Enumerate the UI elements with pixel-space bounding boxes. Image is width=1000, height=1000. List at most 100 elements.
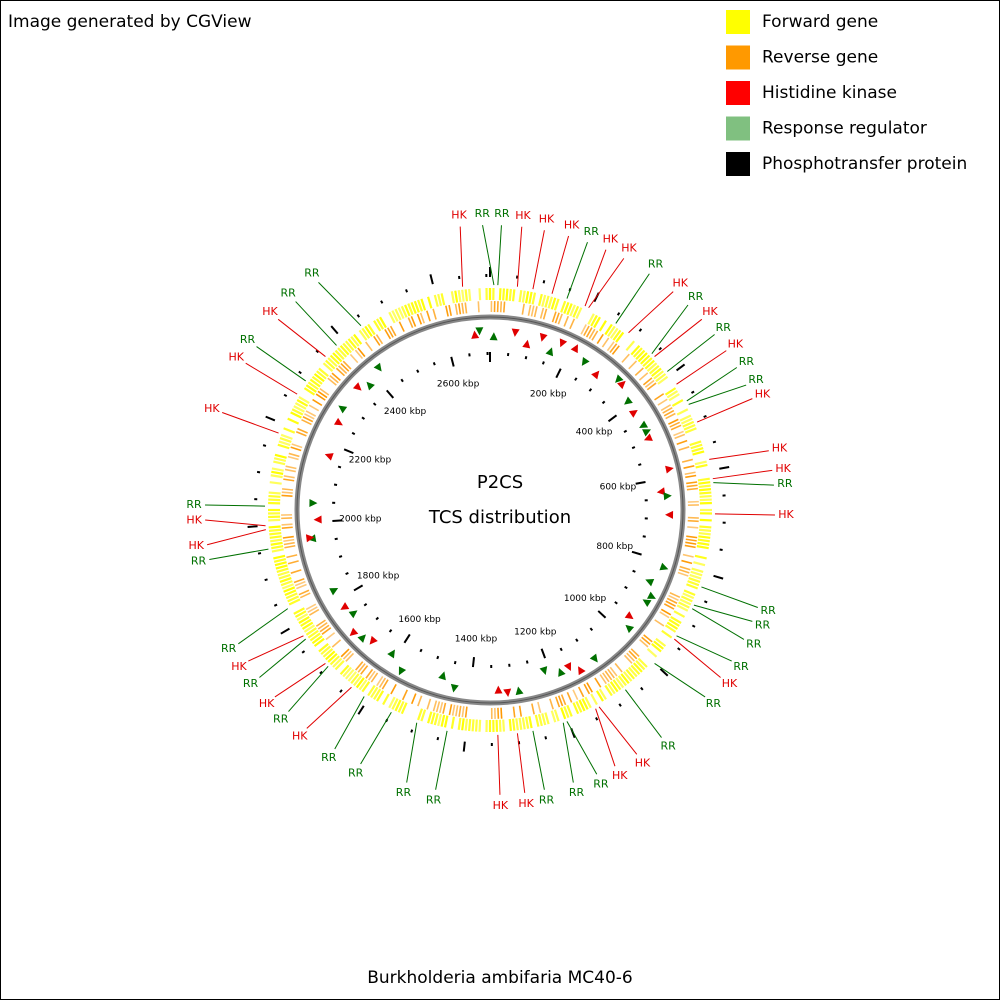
reverse-gene: [454, 303, 459, 315]
forward-gene: [617, 675, 627, 687]
reverse-gene: [644, 379, 655, 388]
reverse-gene: [342, 360, 352, 370]
forward-gene: [655, 637, 667, 647]
forward-gene: [648, 364, 660, 375]
reverse-gene: [296, 583, 307, 590]
inner-tick: [436, 655, 440, 660]
reverse-gene: [628, 650, 638, 660]
forward-gene: [508, 288, 512, 302]
feature-marker: [515, 686, 524, 696]
inner-tick: [386, 389, 395, 399]
forward-gene: [287, 417, 300, 425]
forward-gene: [440, 714, 446, 727]
forward-gene: [413, 300, 420, 313]
feature-label: RR: [688, 290, 704, 303]
forward-gene: [590, 693, 598, 706]
inner-tick: [559, 647, 563, 652]
reverse-gene: [557, 313, 563, 325]
forward-gene: [294, 610, 307, 618]
forward-gene: [664, 387, 677, 396]
reverse-gene: [626, 652, 635, 662]
forward-gene: [640, 354, 651, 365]
forward-gene: [508, 718, 512, 732]
forward-gene: [284, 589, 297, 596]
forward-gene: [537, 713, 543, 727]
outer-tick: [703, 414, 707, 419]
reverse-gene: [432, 700, 438, 712]
outer-tick: [691, 624, 696, 628]
forward-gene: [271, 548, 284, 553]
forward-gene: [612, 679, 622, 691]
forward-gene: [407, 303, 414, 316]
feature-marker: [570, 344, 578, 354]
forward-gene: [274, 453, 287, 459]
feature-connector: [245, 362, 298, 395]
forward-gene: [268, 494, 281, 498]
reverse-gene: [654, 393, 665, 401]
forward-gene: [420, 298, 427, 311]
feature-marker: [539, 666, 548, 675]
forward-gene: [296, 613, 309, 621]
outer-tick: [262, 444, 267, 447]
reverse-gene: [678, 568, 690, 574]
feature-label: HK: [259, 697, 275, 710]
reverse-gene: [555, 696, 561, 708]
forward-gene: [478, 719, 482, 732]
outer-tick: [410, 729, 414, 733]
legend-swatch: [726, 81, 750, 105]
scale-label: 400 kbp: [576, 428, 613, 438]
forward-gene: [625, 668, 636, 680]
reverse-gene: [634, 367, 644, 377]
outer-tick: [704, 600, 708, 604]
feature-marker: [545, 347, 554, 357]
forward-gene: [511, 718, 516, 731]
forward-gene: [311, 635, 323, 645]
feature-connector: [274, 663, 326, 698]
feature-connector: [516, 226, 523, 287]
forward-gene: [544, 712, 550, 725]
feature-marker: [539, 332, 548, 342]
forward-gene: [695, 463, 708, 469]
feature-connector: [701, 586, 758, 608]
feature-connector: [482, 225, 495, 286]
feature-marker: [305, 534, 315, 543]
reverse-gene: [455, 705, 459, 717]
reverse-gene: [663, 409, 675, 417]
forward-gene: [637, 352, 648, 363]
organism: Burkholderia ambifaria MC40-6: [367, 968, 633, 988]
outer-tick: [339, 689, 343, 693]
forward-gene: [293, 607, 305, 615]
inner-tick: [588, 388, 593, 392]
reverse-gene: [331, 639, 342, 648]
forward-gene: [420, 709, 427, 722]
forward-gene: [698, 531, 711, 536]
reverse-gene: [611, 345, 620, 355]
feature-connector: [709, 450, 769, 460]
feature-label: HK: [778, 508, 794, 521]
outer-tick: [712, 440, 717, 444]
feature-marker: [615, 374, 624, 383]
reverse-gene: [686, 484, 698, 488]
feature-connector: [588, 258, 625, 309]
outer-tick: [298, 370, 302, 375]
inner-tick: [375, 616, 380, 621]
reverse-gene: [606, 341, 615, 352]
forward-gene: [635, 660, 646, 671]
forward-gene: [367, 323, 376, 336]
forward-gene: [376, 690, 385, 702]
outer-tick: [265, 415, 276, 422]
feature-connector: [595, 708, 616, 767]
forward-gene: [344, 340, 355, 352]
forward-gene: [298, 396, 310, 405]
inner-tick: [363, 603, 368, 607]
forward-gene: [332, 352, 343, 363]
reverse-gene: [442, 702, 447, 714]
feature-marker: [369, 635, 378, 645]
feature-label: RR: [761, 604, 777, 617]
inner-tick: [574, 377, 578, 381]
feature-connector: [295, 301, 337, 346]
forward-gene: [598, 320, 607, 332]
forward-gene: [642, 357, 653, 368]
forward-gene: [334, 349, 345, 360]
forward-gene: [325, 650, 336, 661]
